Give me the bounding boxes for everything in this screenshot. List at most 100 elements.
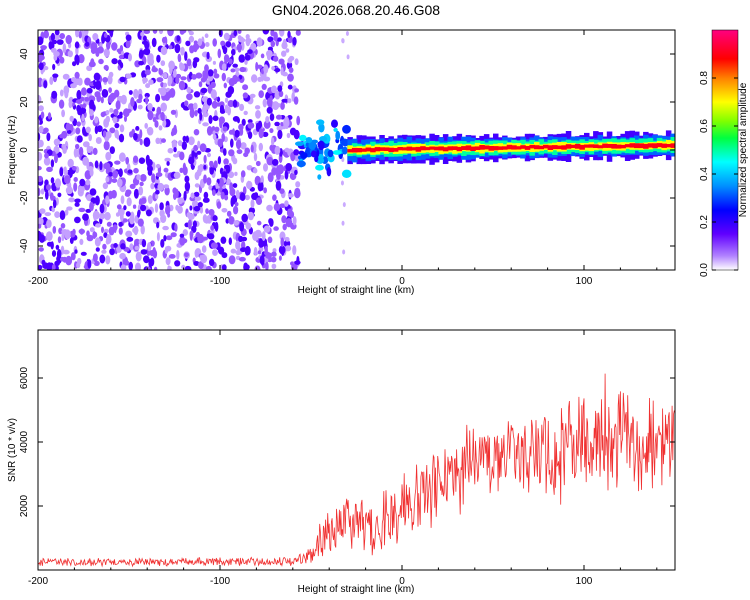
spectrogram-cell <box>154 203 159 213</box>
spectrogram-cell <box>233 220 240 226</box>
spectrogram-cell <box>59 210 66 221</box>
spectrogram-cell <box>142 35 147 42</box>
spectrogram-cell <box>261 83 267 90</box>
spectrogram-cell <box>89 227 95 233</box>
spectrogram-cell <box>167 266 172 270</box>
spectrogram-cell <box>133 155 139 163</box>
spectrogram-cell <box>213 160 218 169</box>
spectrogram-cell <box>113 243 118 248</box>
spectrogram-cell <box>230 68 236 73</box>
spectrogram-cell <box>402 147 408 151</box>
spectrogram-cell <box>284 245 292 252</box>
spectrogram-cell <box>227 106 231 116</box>
spectrogram-cell <box>44 212 52 217</box>
spectrogram-cell <box>232 183 238 188</box>
spectrogram-cell <box>260 182 264 191</box>
spectrogram-cell <box>241 236 248 242</box>
spectrogram-cell <box>52 63 56 71</box>
spectrogram-cell <box>52 39 58 45</box>
spectrogram-cell <box>252 231 259 242</box>
spectrogram-cell <box>92 104 96 111</box>
spectrogram-cell <box>188 136 195 146</box>
spectrogram-cell <box>76 121 81 127</box>
spectrogram-cell <box>47 112 52 120</box>
spectrogram-cell <box>60 223 66 229</box>
spectrogram-cell <box>193 102 198 110</box>
spectrogram-cell <box>67 171 73 176</box>
spectrogram-cell <box>75 143 80 150</box>
spectrogram-cell <box>78 185 85 193</box>
spectrogram-cell <box>82 141 90 148</box>
spectrogram-cell <box>202 122 209 127</box>
spectrogram-cell <box>275 114 283 120</box>
spectrogram-cell <box>341 38 345 44</box>
snr-frame <box>37 329 676 571</box>
spectrogram-cell <box>374 147 381 152</box>
spectrogram-cell <box>88 95 96 102</box>
colorbar-tick-label: 0.6 <box>699 119 710 133</box>
spectrogram-cell <box>273 55 279 62</box>
spectrogram-cell <box>150 182 155 190</box>
spectrogram-cell <box>333 127 338 132</box>
spectrogram-cell <box>53 138 61 146</box>
spectrogram-cell <box>141 197 147 204</box>
spectrogram-cell <box>89 188 97 196</box>
spectrogram-cell <box>118 227 123 235</box>
spectrogram-cell <box>234 171 238 176</box>
spectrogram-cell <box>147 103 153 111</box>
spectrogram-cell <box>106 41 111 50</box>
spectrogram-cell <box>156 106 162 117</box>
spectrogram-cell <box>46 184 51 191</box>
spectrogram-cell <box>188 31 194 36</box>
spectrogram-cell <box>235 139 242 150</box>
spectrogram-cell <box>140 32 145 37</box>
spectrogram-cell <box>247 122 255 129</box>
spectrogram-cell <box>332 150 342 155</box>
spectrogram-cell <box>293 96 299 105</box>
spectrogram-cell <box>199 206 204 214</box>
spectrogram-cell <box>193 129 200 136</box>
spectrogram-cell <box>107 190 114 200</box>
spectrogram-cell <box>420 146 426 151</box>
colorbar-label: Normalized spectral amplitude <box>738 82 749 217</box>
spectrogram-cell <box>125 156 130 165</box>
spectrogram-cell <box>365 147 372 152</box>
spectrogram-cell <box>647 143 654 148</box>
spectrogram-cell <box>86 87 93 94</box>
spectrogram-cell <box>602 143 608 148</box>
spectrogram-cell <box>327 149 334 158</box>
spectrogram-cell <box>182 166 188 176</box>
spectrogram-cell <box>51 264 56 270</box>
spectrogram-cell <box>565 144 572 149</box>
spectrogram-cell <box>177 197 184 205</box>
snr-x-tick-label: 100 <box>576 576 593 587</box>
spectrogram-cell <box>287 193 294 198</box>
spectrogram-cell <box>189 230 194 238</box>
spectrogram-cell <box>66 206 73 211</box>
spectrogram-cell <box>120 243 126 250</box>
spectrogram-cell <box>269 128 274 134</box>
spectrogram-cell <box>200 77 207 83</box>
spectrogram-cell <box>276 125 283 131</box>
spectrogram-cell <box>50 177 55 184</box>
spectrogram-cell <box>547 145 554 150</box>
spectrogram-cell <box>240 142 247 150</box>
spectrogram-cell <box>176 35 181 42</box>
spectrogram-cell <box>342 202 346 208</box>
spectrogram-cell <box>255 160 261 167</box>
spectrogram-cell <box>212 189 216 196</box>
spectrogram-cell <box>277 85 283 92</box>
spectrogram-cell <box>284 200 289 207</box>
spectrogram-cell <box>86 230 90 237</box>
spectrogram-cell <box>62 249 70 255</box>
snr-y-tick-label: 6000 <box>19 366 30 389</box>
spectrogram-cell <box>123 205 127 211</box>
spectrogram-cell <box>85 208 92 213</box>
spectrogram-cell <box>520 145 526 149</box>
spectrogram-cell <box>203 191 209 199</box>
spectrogram-cell <box>258 238 264 248</box>
spectrogram-cell <box>107 74 113 85</box>
spectrogram-cell <box>82 103 87 109</box>
spectrogram-cell <box>240 38 246 43</box>
spectrogram-cell <box>268 218 273 225</box>
